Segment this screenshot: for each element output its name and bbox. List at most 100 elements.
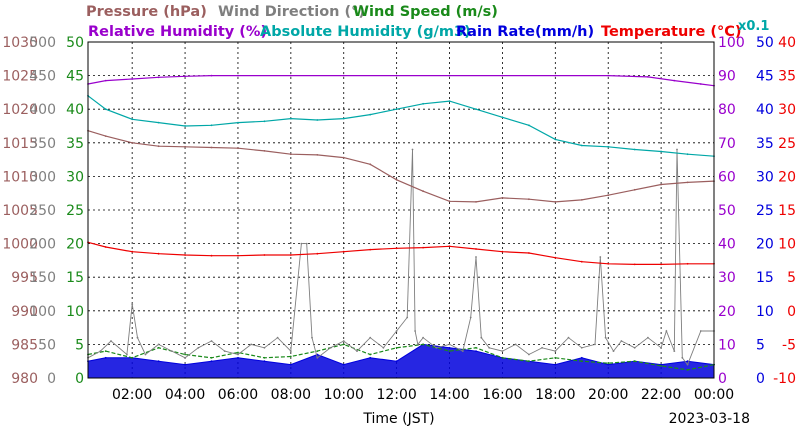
y-tick-label: 20 xyxy=(778,169,796,185)
date-label: 2023-03-18 xyxy=(669,411,750,427)
x-tick-label: 22:00 xyxy=(641,387,681,403)
point-absolute-humidity-x0-1 xyxy=(660,150,662,153)
point-wind-direction xyxy=(660,346,662,349)
point-absolute-humidity-x0-1 xyxy=(633,148,636,151)
point-temperature xyxy=(210,254,213,257)
y-tick-label: 30 xyxy=(66,169,84,185)
point-pressure xyxy=(554,201,557,203)
point-wind-direction xyxy=(197,346,200,349)
point-rain-rate xyxy=(580,356,583,359)
point-temperature xyxy=(184,254,187,256)
y-tick-label: 15 xyxy=(756,270,774,286)
y-tick-label: 300 xyxy=(29,169,56,185)
point-rain-rate xyxy=(607,363,610,366)
y-tick-label: 40 xyxy=(756,102,774,118)
y-tick-label: 0 xyxy=(75,371,84,387)
point-pressure xyxy=(686,181,689,184)
y-tick-label: 15 xyxy=(778,203,796,219)
y-tick-label: 50 xyxy=(756,35,774,51)
y-tick-label: 5 xyxy=(787,270,796,286)
point-absolute-humidity-x0-1 xyxy=(104,108,107,111)
y-tick-label: 350 xyxy=(29,136,56,152)
y-tick-label: 60 xyxy=(718,169,736,185)
point-relative-humidity xyxy=(237,74,239,77)
point-relative-humidity xyxy=(395,74,398,77)
point-relative-humidity xyxy=(607,74,610,77)
x-tick-label: 00:00 xyxy=(694,387,734,403)
y-tick-label: 100 xyxy=(718,35,745,51)
y-tick-label: 80 xyxy=(718,102,736,118)
y-tick-label: 10 xyxy=(718,337,736,353)
chart-header: Pressure (hPa) Wind Direction (°)Wind Spe… xyxy=(86,4,769,40)
point-wind-direction xyxy=(480,336,483,339)
point-wind-direction xyxy=(604,336,607,339)
y-tick-label: 450 xyxy=(29,69,56,85)
point-relative-humidity xyxy=(104,79,107,82)
point-wind-speed xyxy=(210,356,213,359)
point-absolute-humidity-x0-1 xyxy=(184,125,187,127)
y-tick-label: 0 xyxy=(718,371,727,387)
point-absolute-humidity-x0-1 xyxy=(686,153,689,156)
y-tick-label: 990 xyxy=(11,304,38,320)
point-wind-direction xyxy=(406,316,409,319)
point-relative-humidity xyxy=(699,83,702,85)
point-wind-direction xyxy=(620,340,623,342)
point-absolute-humidity-x0-1 xyxy=(210,124,213,127)
point-wind-direction xyxy=(144,353,147,356)
point-wind-direction xyxy=(448,343,451,346)
point-wind-direction xyxy=(673,350,676,352)
y-tick-label: 25 xyxy=(66,203,84,219)
legend-absolute-4: Absolute Humidity (g/m3) xyxy=(260,24,471,40)
y-tick-label: 90 xyxy=(718,69,736,85)
point-wind-direction xyxy=(580,346,583,349)
point-temperature xyxy=(580,260,583,263)
point-temperature xyxy=(237,254,239,257)
y-tick-label: 40 xyxy=(718,237,736,253)
point-rain-rate xyxy=(448,346,451,349)
point-temperature xyxy=(289,254,292,256)
point-wind-direction xyxy=(681,356,684,359)
point-wind-speed xyxy=(607,362,610,365)
y-tick-label: 1005 xyxy=(2,203,38,219)
y-tick-label: 45 xyxy=(756,69,774,85)
point-pressure xyxy=(422,190,424,193)
y-tick-label: 150 xyxy=(29,270,56,286)
point-wind-direction xyxy=(329,346,332,349)
point-rain-rate xyxy=(475,350,477,352)
y-tick-label: 1020 xyxy=(2,102,38,118)
point-absolute-humidity-x0-1 xyxy=(316,119,319,121)
x-tick-label: 08:00 xyxy=(271,387,311,403)
y-tick-label: 995 xyxy=(11,270,38,286)
y-tick-label: -10 xyxy=(773,371,796,387)
point-temperature xyxy=(475,248,477,250)
point-rain-rate xyxy=(263,360,266,363)
point-wind-speed xyxy=(237,351,239,354)
series-wind-direction xyxy=(87,149,714,366)
y-tick-label: 10 xyxy=(778,237,796,253)
point-wind-direction xyxy=(411,148,414,151)
point-wind-direction xyxy=(488,346,491,349)
y-tick-label: 35 xyxy=(66,136,84,152)
point-temperature xyxy=(607,262,610,265)
y-tick-label: 500 xyxy=(29,35,56,51)
point-temperature xyxy=(633,263,636,266)
point-wind-direction xyxy=(416,343,419,346)
point-wind-direction xyxy=(223,350,226,352)
point-wind-speed xyxy=(316,350,319,352)
y-tick-label: 40 xyxy=(66,102,84,118)
point-wind-speed xyxy=(369,353,372,356)
point-wind-direction xyxy=(633,346,636,349)
point-wind-direction xyxy=(276,336,279,339)
point-wind-direction xyxy=(665,330,668,332)
point-wind-speed xyxy=(528,360,530,363)
y-tick-label: 50 xyxy=(66,35,84,51)
point-relative-humidity xyxy=(289,74,292,77)
point-absolute-humidity-x0-1 xyxy=(157,121,160,124)
y-tick-label: 50 xyxy=(38,337,56,353)
point-wind-speed xyxy=(554,356,557,359)
point-wind-speed xyxy=(342,343,345,346)
y-tick-label: 100 xyxy=(29,304,56,320)
point-absolute-humidity-x0-1 xyxy=(422,102,424,105)
point-wind-speed xyxy=(289,355,292,358)
